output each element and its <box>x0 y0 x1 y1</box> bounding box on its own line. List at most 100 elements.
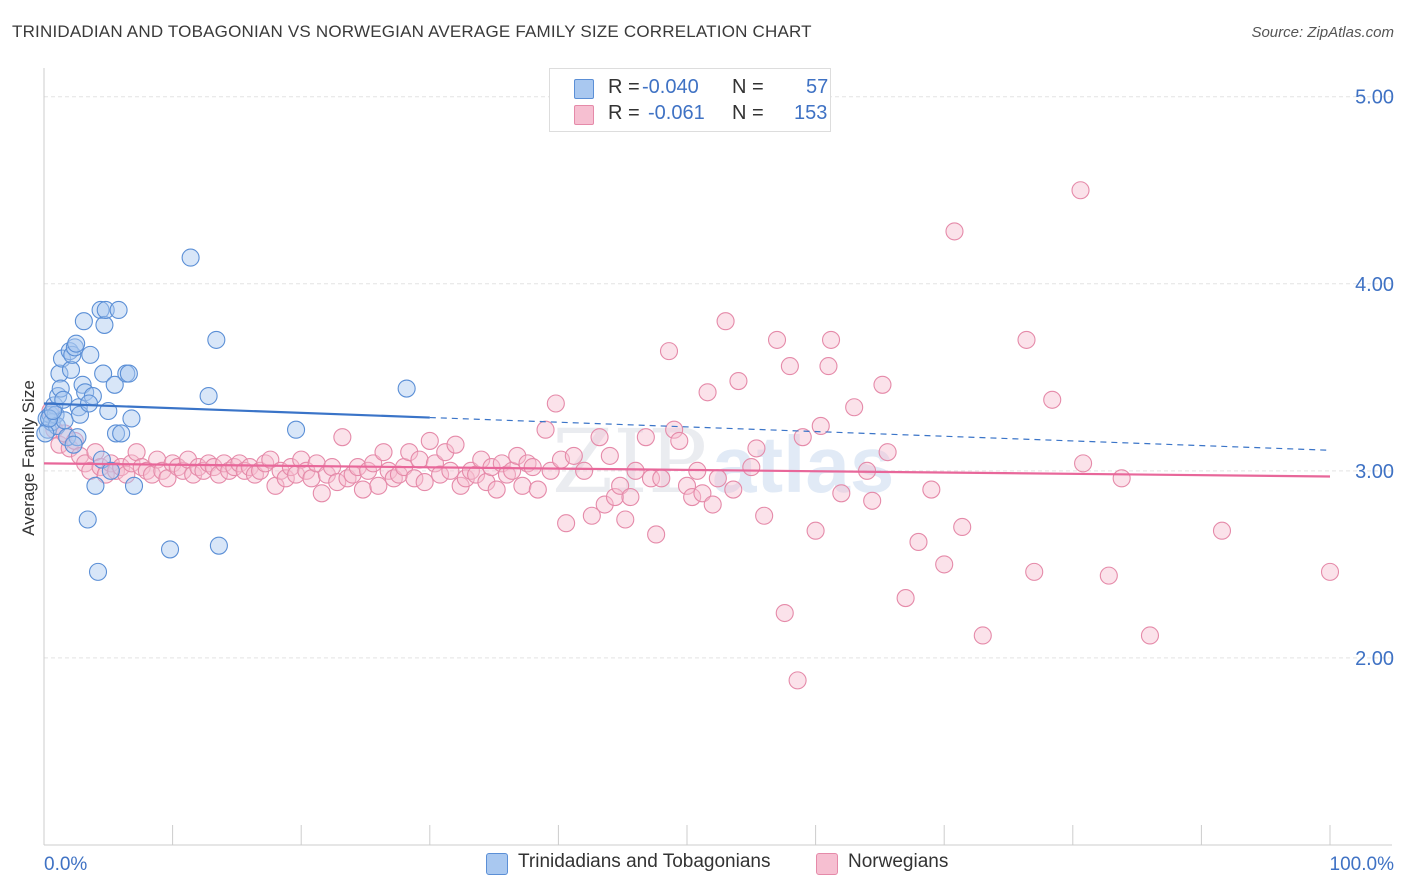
norwegian-point <box>652 469 671 488</box>
legend-n-label: N = <box>732 102 764 124</box>
trinidadian-point <box>54 390 73 409</box>
norwegian-point <box>415 473 434 492</box>
norwegian-point <box>729 372 748 391</box>
norwegian-point <box>659 342 679 361</box>
chart-title: TRINIDADIAN AND TOBAGONIAN VS NORWEGIAN … <box>12 22 812 41</box>
trinidadian-point <box>79 394 99 413</box>
trinidadian-point <box>106 424 126 443</box>
norwegian-point <box>724 480 743 499</box>
norwegian-point <box>1212 521 1232 540</box>
norwegian-point <box>683 487 702 507</box>
norwegian-point <box>541 461 560 480</box>
trinidadian-point <box>69 398 88 417</box>
norwegian-point <box>1140 626 1160 645</box>
norwegian-point <box>557 514 576 533</box>
bottom-legend-swatch-blue <box>486 853 508 875</box>
norwegian-point <box>909 532 928 551</box>
trinidadian-point <box>209 536 228 555</box>
norwegian-point <box>333 428 352 447</box>
legend-r-value: -0.040 <box>642 76 699 98</box>
norwegian-point <box>775 603 794 623</box>
norwegian-point <box>353 480 372 499</box>
trend-line-trinidadians-dashed <box>429 416 1331 451</box>
legend-r-value: -0.061 <box>648 102 705 124</box>
norwegian-point <box>374 443 393 462</box>
norwegian-point <box>806 521 825 540</box>
norwegian-point <box>595 495 614 514</box>
norwegian-point <box>292 450 311 469</box>
norwegian-point <box>935 555 954 574</box>
watermark: ZIP atlas <box>552 410 894 513</box>
norwegian-point <box>693 484 712 503</box>
norwegian-point <box>564 446 583 465</box>
trinidadian-point <box>43 401 63 421</box>
norwegian-point <box>328 473 347 492</box>
series-norwegians <box>41 181 1340 690</box>
norwegian-point <box>590 428 609 447</box>
trinidadian-point <box>50 364 69 383</box>
grid-lines <box>44 96 1392 659</box>
norwegian-point <box>173 461 192 480</box>
norwegian-point <box>819 357 838 376</box>
series-trinidadians <box>36 248 416 581</box>
norwegian-point <box>811 416 830 436</box>
trinidadian-point <box>160 540 180 559</box>
watermark-atlas: atlas <box>712 420 894 509</box>
norwegian-point <box>793 428 812 447</box>
trend-lines <box>43 402 1331 478</box>
norwegian-point <box>1320 562 1340 581</box>
norwegian-point <box>742 458 761 477</box>
norwegian-point <box>420 431 439 450</box>
norwegian-point <box>677 476 697 495</box>
norwegian-point <box>821 330 841 349</box>
trinidadian-point <box>112 424 131 443</box>
norwegian-point <box>716 312 735 331</box>
trinidadian-point <box>94 364 113 383</box>
norwegian-point <box>945 222 964 241</box>
norwegian-point <box>312 484 331 503</box>
norwegian-point <box>703 495 722 514</box>
norwegian-point <box>922 480 941 499</box>
norwegian-point <box>873 375 892 394</box>
norwegian-point <box>611 476 630 495</box>
trinidadian-point <box>88 562 108 581</box>
norwegian-point <box>767 330 787 349</box>
norwegian-point <box>582 506 601 525</box>
trinidadian-point <box>109 300 128 320</box>
trinidadian-point <box>58 428 77 447</box>
y-tick-label: 5.00 <box>1355 87 1394 109</box>
trinidadian-point <box>63 345 82 364</box>
trinidadian-point <box>86 476 105 495</box>
trinidadian-point <box>73 375 92 394</box>
norwegian-point <box>536 420 555 439</box>
legend-n-value: 57 <box>806 76 829 98</box>
trinidadian-point <box>36 424 55 443</box>
norwegian-point <box>1099 566 1118 585</box>
norwegian-point <box>405 469 424 488</box>
y-tick-label: 3.00 <box>1355 461 1394 483</box>
legend-n-value: 153 <box>794 102 828 124</box>
legend-swatch-blue <box>574 79 594 99</box>
norwegian-point <box>698 383 717 402</box>
trinidadian-point <box>101 461 120 480</box>
norwegian-point <box>127 443 146 462</box>
norwegian-point <box>747 439 766 458</box>
y-tick-label: 4.00 <box>1355 274 1394 296</box>
norwegian-point <box>50 435 69 454</box>
norwegian-point <box>307 454 326 473</box>
norwegian-point <box>546 394 565 413</box>
trinidadian-point <box>124 476 144 495</box>
norwegian-point <box>261 450 280 469</box>
norwegian-point <box>302 469 321 488</box>
norwegian-point <box>896 589 915 608</box>
correlation-legend: R = -0.040 N = 57 R = -0.061 N = 153 <box>549 68 831 132</box>
trinidadian-point <box>64 435 83 454</box>
trend-line-norwegians <box>43 462 1331 478</box>
legend-r-label: R = <box>608 102 640 124</box>
axes <box>43 68 1392 846</box>
norwegian-point <box>369 476 388 495</box>
norwegian-point <box>788 671 807 690</box>
norwegian-point <box>973 626 992 645</box>
trinidadian-point <box>199 386 218 406</box>
trinidadian-point <box>78 510 97 529</box>
